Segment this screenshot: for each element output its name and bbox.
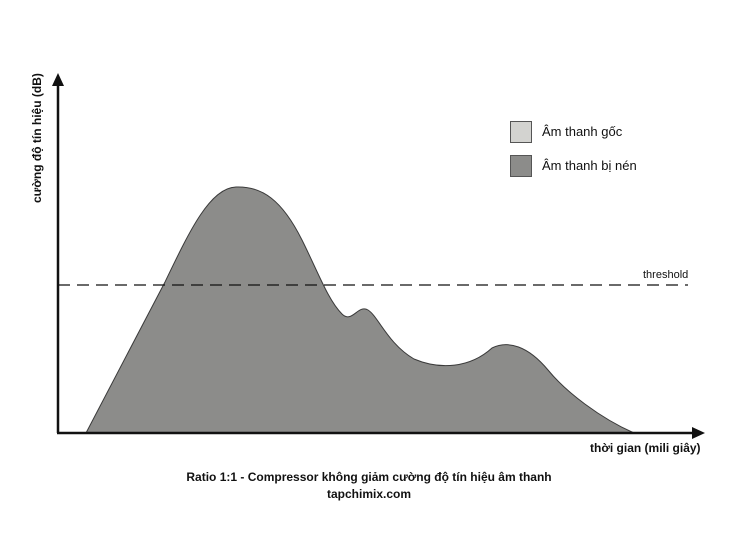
figure-source: tapchimix.com — [326, 487, 412, 501]
compressed-signal-shape — [85, 186, 635, 434]
legend-swatch-original — [510, 121, 532, 143]
legend-label-compressed: Âm thanh bị nén — [542, 158, 637, 173]
x-axis-arrow-icon — [692, 427, 705, 439]
y-axis-label: cường độ tín hiệu (dB) — [30, 73, 44, 203]
legend-label-original: Âm thanh gốc — [542, 124, 623, 139]
legend-swatch-compressed — [510, 155, 532, 177]
figure-caption: Ratio 1:1 - Compressor không giảm cường … — [186, 470, 552, 484]
x-axis-label: thời gian (mili giây) — [590, 441, 701, 455]
legend-item-original: Âm thanh gốc — [510, 121, 670, 145]
legend-item-compressed: Âm thanh bị nén — [510, 155, 670, 179]
threshold-label: threshold — [643, 269, 689, 281]
y-axis-arrow-icon — [52, 73, 64, 86]
